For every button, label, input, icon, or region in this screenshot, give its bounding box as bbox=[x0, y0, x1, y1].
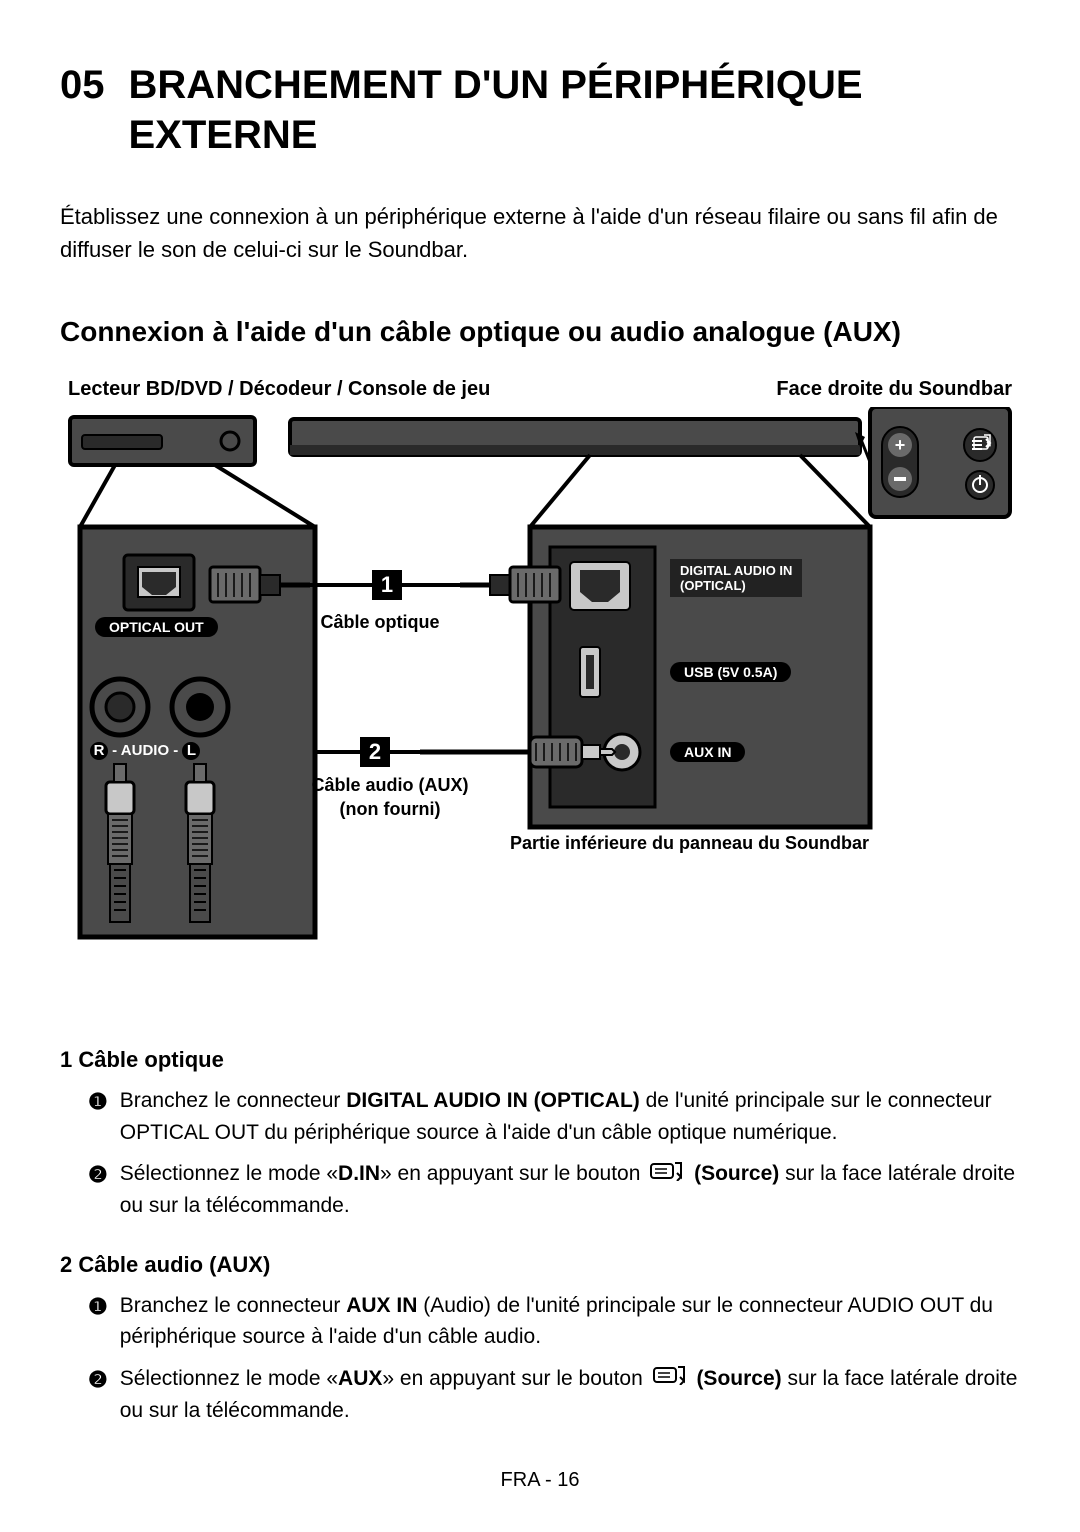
inst2-s2-b: » en appuyant sur le bouton bbox=[382, 1367, 648, 1390]
soundbar-bottom-panel-icon bbox=[420, 455, 870, 827]
source-device-label: Lecteur BD/DVD / Décodeur / Console de j… bbox=[68, 378, 490, 401]
bd-dvd-player-icon bbox=[70, 417, 255, 465]
circled-2-icon: ❷ bbox=[88, 1158, 108, 1222]
instruction-2-step-1: ❶ Branchez le connecteur AUX IN (Audio) … bbox=[60, 1290, 1020, 1353]
inst1-title: Câble optique bbox=[78, 1047, 223, 1072]
digital-audio-in-line1: DIGITAL AUDIO IN bbox=[680, 563, 792, 578]
usb-label: USB (5V 0.5A) bbox=[670, 662, 791, 682]
cable-1-label: Câble optique bbox=[310, 612, 450, 633]
diagram-top-labels: Lecteur BD/DVD / Décodeur / Console de j… bbox=[60, 378, 1020, 401]
inst1-s1-a: Branchez le connecteur bbox=[120, 1089, 346, 1112]
inst2-s2-bold1: AUX bbox=[338, 1367, 382, 1390]
inst2-s1-bold: AUX IN bbox=[346, 1294, 417, 1317]
svg-text:+: + bbox=[895, 435, 906, 455]
page-footer: FRA - 16 bbox=[0, 1469, 1080, 1492]
circled-1-icon: ❶ bbox=[88, 1290, 108, 1353]
inst2-step2-text: Sélectionnez le mode «AUX» en appuyant s… bbox=[120, 1363, 1020, 1427]
inst2-s2-a: Sélectionnez le mode « bbox=[120, 1367, 338, 1390]
inst1-num: 1 bbox=[60, 1047, 72, 1072]
inst2-step1-text: Branchez le connecteur AUX IN (Audio) de… bbox=[120, 1290, 1020, 1353]
circled-1-icon: ❶ bbox=[88, 1085, 108, 1148]
aux-in-label: AUX IN bbox=[670, 742, 745, 762]
audio-rl-label: R - AUDIO - L bbox=[90, 742, 200, 760]
inst1-s1-bold: DIGITAL AUDIO IN (OPTICAL) bbox=[346, 1089, 640, 1112]
inst2-s1-a: Branchez le connecteur bbox=[120, 1294, 346, 1317]
inst1-s2-b: » en appuyant sur le bouton bbox=[380, 1162, 646, 1185]
section-title: Connexion à l'aide d'un câble optique ou… bbox=[60, 316, 1020, 348]
source-icon bbox=[650, 1159, 684, 1191]
instruction-block-2: 2 Câble audio (AUX) ❶ Branchez le connec… bbox=[60, 1252, 1020, 1427]
inst1-step2-text: Sélectionnez le mode «D.IN» en appuyant … bbox=[120, 1158, 1020, 1222]
cable-2-label: Câble audio (AUX) bbox=[300, 775, 480, 796]
cable-1-number: 1 bbox=[372, 570, 402, 600]
chapter-title: 05 BRANCHEMENT D'UN PÉRIPHÉRIQUE EXTERNE bbox=[60, 60, 1020, 160]
soundbar-side-label: Face droite du Soundbar bbox=[776, 378, 1012, 401]
instruction-2-step-2: ❷ Sélectionnez le mode «AUX» en appuyant… bbox=[60, 1363, 1020, 1427]
soundbar-side-panel-icon: + bbox=[870, 407, 1010, 517]
instruction-1-step-1: ❶ Branchez le connecteur DIGITAL AUDIO I… bbox=[60, 1085, 1020, 1148]
source-icon bbox=[653, 1363, 687, 1395]
digital-audio-in-label: DIGITAL AUDIO IN (OPTICAL) bbox=[670, 559, 802, 597]
intro-paragraph: Établissez une connexion à un périphériq… bbox=[60, 200, 1020, 266]
audio-mid-label: - AUDIO - bbox=[108, 742, 182, 759]
instruction-block-1: 1 Câble optique ❶ Branchez le connecteur… bbox=[60, 1047, 1020, 1222]
inst1-s2-bold2: (Source) bbox=[694, 1162, 779, 1185]
chapter-number: 05 bbox=[60, 60, 105, 160]
circled-2-icon: ❷ bbox=[88, 1363, 108, 1427]
inst1-s2-a: Sélectionnez le mode « bbox=[120, 1162, 338, 1185]
instruction-1-heading: 1 Câble optique bbox=[60, 1047, 1020, 1073]
inst1-step1-text: Branchez le connecteur DIGITAL AUDIO IN … bbox=[120, 1085, 1020, 1148]
source-rear-panel-icon bbox=[80, 465, 315, 937]
bottom-panel-label: Partie inférieure du panneau du Soundbar bbox=[510, 833, 869, 854]
connection-diagram: + bbox=[60, 407, 1020, 987]
audio-r-label: R bbox=[90, 742, 108, 760]
optical-out-label: OPTICAL OUT bbox=[95, 617, 218, 637]
instruction-2-heading: 2 Câble audio (AUX) bbox=[60, 1252, 1020, 1278]
digital-audio-in-line2: (OPTICAL) bbox=[680, 578, 746, 593]
inst2-title: Câble audio (AUX) bbox=[78, 1252, 270, 1277]
diagram-svg: + bbox=[60, 407, 1020, 987]
inst2-num: 2 bbox=[60, 1252, 72, 1277]
cable-2-sublabel: (non fourni) bbox=[300, 799, 480, 820]
soundbar-top-icon bbox=[290, 419, 860, 455]
inst1-s2-bold1: D.IN bbox=[338, 1162, 380, 1185]
inst2-s2-bold2: (Source) bbox=[696, 1367, 781, 1390]
cable-2-number: 2 bbox=[360, 737, 390, 767]
chapter-text: BRANCHEMENT D'UN PÉRIPHÉRIQUE EXTERNE bbox=[129, 60, 1021, 160]
audio-l-label: L bbox=[182, 742, 200, 760]
instructions: 1 Câble optique ❶ Branchez le connecteur… bbox=[60, 1047, 1020, 1426]
instruction-1-step-2: ❷ Sélectionnez le mode «D.IN» en appuyan… bbox=[60, 1158, 1020, 1222]
